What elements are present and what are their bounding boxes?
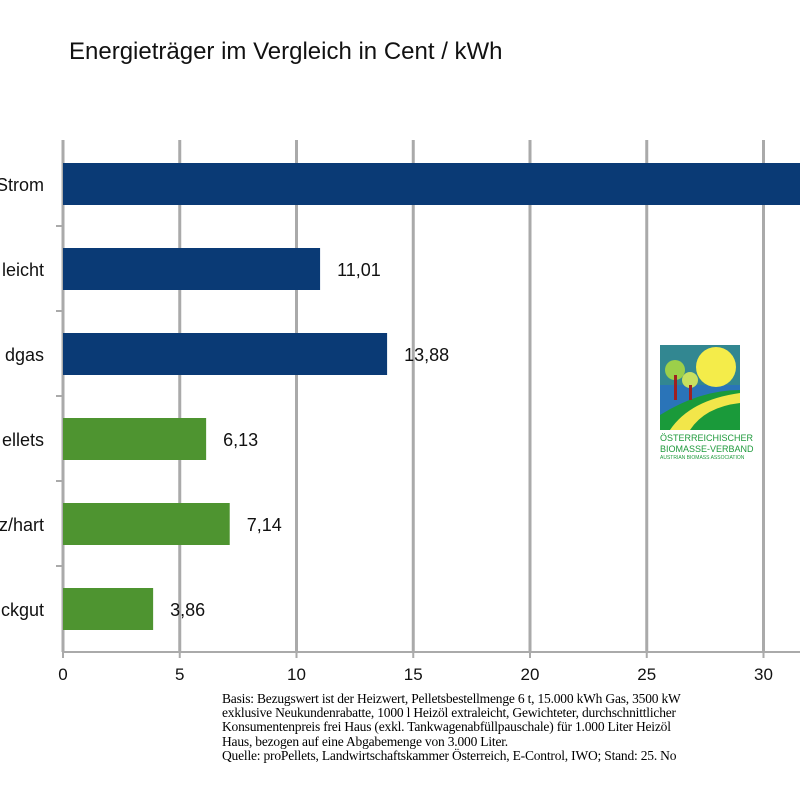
category-label: dgas [5,345,44,365]
bar [63,333,388,375]
x-tick-label: 15 [404,665,423,684]
category-label: ellets [2,430,44,450]
biomasse-verband-logo: Österreichischer Biomasse-Verband Austri… [652,340,754,480]
logo-line1: Österreichischer [660,433,754,443]
x-tick-label: 25 [637,665,656,684]
x-tick-label: 20 [521,665,540,684]
footnote-line: Konsumentenpreis frei Haus (exkl. Tankwa… [222,719,671,735]
logo-line2: Biomasse-Verband [660,444,754,454]
category-label: z/hart [0,515,44,535]
logo-line3: Austrian Biomass Association [660,455,745,461]
value-label: 13,88 [404,345,449,365]
x-tick-label: 0 [58,665,67,684]
bar [63,418,207,460]
value-label: 3,86 [170,600,205,620]
bar [63,503,230,545]
category-label: Strom [0,175,44,195]
footnote-line: Basis: Bezugswert ist der Heizwert, Pell… [222,691,681,706]
x-tick-label: 10 [287,665,306,684]
x-tick-label: 30 [754,665,773,684]
footnote-line: Haus, bezogen auf eine Abgabemenge von 3… [222,733,508,749]
value-label: 11,01 [337,260,381,280]
logo-image [660,345,740,430]
footnote: Basis: Bezugswert ist der Heizwert, Pell… [222,691,681,763]
footnote-line: exklusive Neukundenrabatte, 1000 l Heizö… [222,705,676,721]
category-label: leicht [2,260,44,280]
value-label: 7,14 [247,515,282,535]
footnote-line: Quelle: proPellets, Landwirtschaftskamme… [222,747,677,763]
bar [63,163,800,205]
x-tick-label: 5 [175,665,184,684]
bar [63,248,321,290]
category-label: ckgut [1,600,44,620]
value-label: 6,13 [223,430,258,450]
chart-title: Energieträger im Vergleich in Cent / kWh [69,38,503,65]
bar [63,588,154,630]
